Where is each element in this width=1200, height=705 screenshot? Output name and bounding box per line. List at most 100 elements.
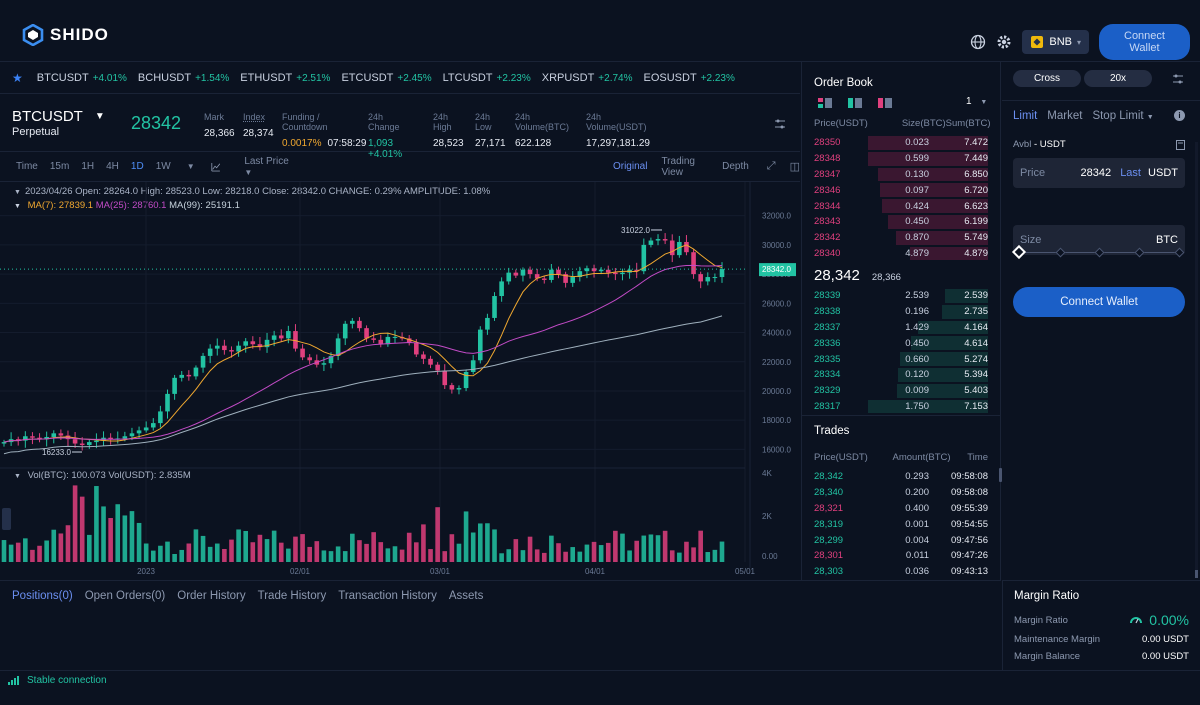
ticker-item[interactable]: ETCUSDT +2.45% <box>341 72 431 84</box>
tab-trade-history[interactable]: Trade History <box>257 590 327 602</box>
candle-body <box>577 271 583 278</box>
volume-bar <box>236 529 241 562</box>
network-selector[interactable]: BNB ▾ <box>1022 30 1089 54</box>
stat-label: 24h Low <box>475 112 492 132</box>
book-price: 28335 <box>814 353 841 365</box>
stat-item: 24h Low 27,171 <box>475 112 506 149</box>
collapse-caret-icon[interactable]: ▼ <box>14 203 21 210</box>
volume-bar <box>442 551 448 562</box>
settings-gear-icon[interactable] <box>996 34 1012 50</box>
globe-icon[interactable] <box>970 34 986 50</box>
bids-only-icon[interactable] <box>848 98 862 109</box>
ticker-item[interactable]: LTCUSDT +2.23% <box>443 72 531 84</box>
panel-scrollbar[interactable] <box>1195 570 1198 578</box>
candle-body <box>165 393 170 412</box>
fullscreen-icon[interactable]: ⤢ <box>766 160 776 172</box>
connect-wallet-order-button[interactable]: Connect Wallet <box>1013 287 1185 317</box>
ask-row[interactable]: 28347 0.130 6.850 <box>802 167 1000 183</box>
trade-price: 28,319 <box>814 518 844 530</box>
volume-bar <box>371 532 376 562</box>
interval-1w[interactable]: 1W <box>155 161 171 172</box>
volume-bar <box>584 544 590 562</box>
ticker-change: +2.74% <box>598 72 633 84</box>
ask-row[interactable]: 28340 4.879 4.879 <box>802 246 1000 262</box>
tab-transaction-history[interactable]: Transaction History <box>338 590 437 602</box>
connect-wallet-header-button[interactable]: Connect Wallet <box>1099 24 1190 60</box>
view-original[interactable]: Original <box>612 161 648 172</box>
tab-open-orders[interactable]: Open Orders(0) <box>84 590 166 602</box>
volume-bar <box>463 511 469 562</box>
ticker-item[interactable]: EOSUSDT +2.23% <box>644 72 735 84</box>
candlestick-chart[interactable]: 32000.030000.028000.026000.024000.022000… <box>0 182 800 580</box>
tab-positions[interactable]: Positions(0) <box>12 590 73 602</box>
shido-logo[interactable]: SHIDO <box>22 24 109 46</box>
interval-15m[interactable]: 15m <box>49 161 70 172</box>
collapse-caret-icon[interactable]: ▼ <box>14 189 21 196</box>
side-collapse-handle[interactable] <box>2 508 11 530</box>
asks-only-icon[interactable] <box>878 98 892 109</box>
price-chart[interactable]: ▼ 2023/04/26 Open: 28264.0 High: 28523.0 … <box>0 182 800 580</box>
order-settings-icon[interactable] <box>1172 73 1184 85</box>
trades-scrollbar[interactable] <box>999 468 1002 482</box>
ask-row[interactable]: 28348 0.599 7.449 <box>802 151 1000 167</box>
interval-1d[interactable]: 1D <box>130 161 144 172</box>
candle-body <box>94 440 99 443</box>
tab-limit[interactable]: Limit <box>1013 110 1038 122</box>
leverage-button[interactable]: 20x <box>1084 70 1152 87</box>
tab-order-history[interactable]: Order History <box>177 590 246 602</box>
volume-bar <box>158 545 163 562</box>
price-input[interactable]: Price 28342 Last USDT <box>1013 158 1185 188</box>
collapse-caret-icon[interactable]: ▼ <box>14 473 21 480</box>
tab-assets[interactable]: Assets <box>448 590 484 602</box>
candle-body <box>634 269 639 272</box>
sliders-icon[interactable] <box>774 118 786 130</box>
ask-row[interactable]: 28343 0.450 6.199 <box>802 214 1000 230</box>
interval-1h[interactable]: 1H <box>81 161 95 172</box>
ask-row[interactable]: 28350 0.023 7.472 <box>802 135 1000 151</box>
calculator-icon[interactable] <box>1176 140 1185 150</box>
ask-row[interactable]: 28344 0.424 6.623 <box>802 198 1000 214</box>
bid-row[interactable]: 28337 1.429 4.164 <box>802 320 1000 336</box>
depth-select[interactable]: 1 ▼ <box>966 96 987 107</box>
ask-row[interactable]: 28342 0.870 5.749 <box>802 230 1000 246</box>
volume-bar <box>314 541 320 562</box>
volume-bar <box>278 542 284 562</box>
volume-bar <box>406 532 412 562</box>
ask-row[interactable]: 28346 0.097 6.720 <box>802 182 1000 198</box>
volume-bar <box>342 551 348 562</box>
interval-more-icon[interactable]: ▼ <box>186 162 195 171</box>
maintenance-margin-label: Maintenance Margin <box>1014 634 1101 645</box>
bid-row[interactable]: 28339 2.539 2.539 <box>802 288 1000 304</box>
bid-row[interactable]: 28336 0.450 4.614 <box>802 335 1000 351</box>
view-depth[interactable]: Depth <box>722 161 749 172</box>
bid-row[interactable]: 28329 0.009 5.403 <box>802 383 1000 399</box>
ticker-item[interactable]: XRPUSDT +2.74% <box>542 72 633 84</box>
bid-row[interactable]: 28335 0.660 5.274 <box>802 351 1000 367</box>
y-tick-label: 26000.0 <box>762 299 791 308</box>
info-icon[interactable]: i <box>1174 110 1185 121</box>
camera-icon[interactable]: ◫ <box>789 161 800 173</box>
ticker-item[interactable]: BCHUSDT +1.54% <box>138 72 229 84</box>
size-input-label: Size <box>1020 234 1042 246</box>
star-icon[interactable]: ★ <box>12 70 23 85</box>
bid-row[interactable]: 28334 0.120 5.394 <box>802 367 1000 383</box>
volume-bar <box>684 541 689 562</box>
ohlc-text: 2023/04/26 Open: 28264.0 High: 28523.0 L… <box>24 186 491 197</box>
ticker-item[interactable]: ETHUSDT +2.51% <box>240 72 330 84</box>
price-type-select[interactable]: Last Price ▼ <box>234 156 295 178</box>
view-tradingview[interactable]: Trading View <box>661 155 695 178</box>
book-sum: 6.623 <box>964 200 988 212</box>
candle-body <box>641 244 647 272</box>
both-sides-icon[interactable] <box>818 98 832 109</box>
price-last-link[interactable]: Last <box>1120 167 1141 179</box>
tab-stop-limit[interactable]: Stop Limit ▼ <box>1092 110 1153 122</box>
bid-row[interactable]: 28317 1.750 7.153 <box>802 399 1000 415</box>
margin-mode-button[interactable]: Cross <box>1013 70 1081 87</box>
time-label[interactable]: Time <box>16 161 38 172</box>
ticker-item[interactable]: BTCUSDT +4.01% <box>37 72 127 84</box>
indicator-icon[interactable] <box>211 161 221 173</box>
symbol-selector[interactable]: BTCUSDT ▼ Perpetual <box>12 108 105 138</box>
bid-row[interactable]: 28338 0.196 2.735 <box>802 304 1000 320</box>
interval-4h[interactable]: 4H <box>106 161 119 172</box>
tab-market[interactable]: Market <box>1047 110 1083 122</box>
